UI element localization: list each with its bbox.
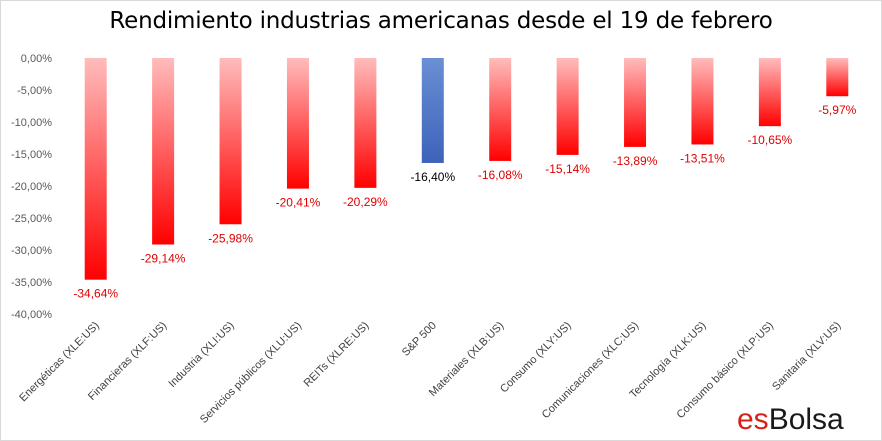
x-tick-label: Tecnología (XLK:US) [627,320,708,401]
bar-sector [84,58,107,280]
data-label: -16,08% [478,168,523,182]
logo-prefix: es [737,403,769,436]
data-label: -5,97% [818,103,856,117]
x-tick-label: Financieras (XLF:US) [86,320,169,403]
bar-sector [758,58,781,127]
data-label: -34,64% [73,287,118,301]
bar-sector [826,58,849,97]
bar-sector [354,58,377,188]
logo-suffix: Bolsa [768,403,844,436]
y-tick-label: -35,00% [11,277,52,289]
bar-sector [286,58,309,189]
x-tick-label: Consumo (XLY:US) [498,320,574,396]
data-label: -25,98% [208,231,253,245]
y-axis: 0,00% -5,00% -10,00% -15,00% -20,00% -25,00% -… [11,53,52,321]
data-label: -20,29% [343,195,388,209]
x-tick-label: Industria (XLI:US) [166,320,236,390]
bar-sector [489,58,512,161]
bar-sector [691,58,714,145]
data-label: -16,40% [410,170,455,184]
chart-title: Rendimiento industrias americanas desde … [109,8,773,34]
x-tick-label: REITs (XLRE:US) [302,320,372,390]
data-labels: -34,64% -29,14% -25,98% -20,41% -20,29% -16,4… [73,103,856,300]
esbolsa-logo: esBolsa [737,403,844,437]
y-tick-label: -5,00% [17,85,52,97]
x-tick-label: Materiales (XLB:US) [427,320,506,399]
bar-sector [556,58,579,155]
x-tick-label: S&P 500 [400,320,439,359]
y-tick-label: -15,00% [11,149,52,161]
x-tick-label: Sanitaria (XLV:US) [770,320,843,393]
y-tick-label: -40,00% [11,309,52,321]
y-tick-label: -30,00% [11,245,52,257]
bar-benchmark [421,58,444,163]
x-axis: Energéticas (XLE:US)Financieras (XLF:US)… [17,320,843,426]
data-label: -29,14% [141,251,186,265]
bar-sector [219,58,242,225]
bar-sector [624,58,647,147]
y-tick-label: -25,00% [11,213,52,225]
bar-series [84,58,849,280]
data-label: -15,14% [545,162,590,176]
data-label: -13,89% [613,154,658,168]
data-label: -10,65% [748,133,793,147]
data-label: -20,41% [276,196,321,210]
data-label: -13,51% [680,151,725,165]
bar-sector [152,58,175,245]
y-tick-label: -10,00% [11,117,52,129]
y-tick-label: -20,00% [11,181,52,193]
y-tick-label: 0,00% [21,53,52,65]
